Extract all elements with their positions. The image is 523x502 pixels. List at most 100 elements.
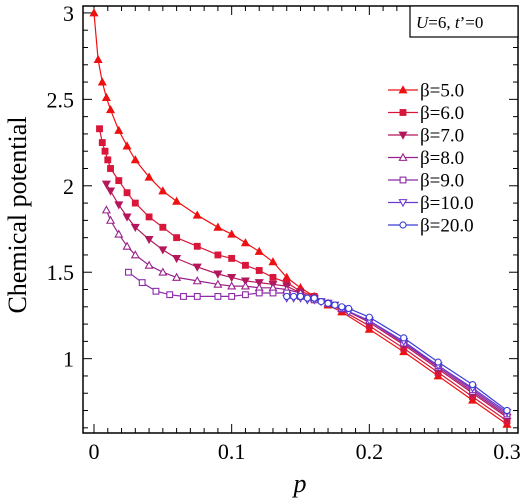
data-point xyxy=(104,156,112,164)
data-point xyxy=(180,292,187,300)
data-point xyxy=(98,139,106,147)
data-point xyxy=(214,292,222,300)
series xyxy=(283,292,511,415)
data-point xyxy=(89,8,99,17)
data-point xyxy=(192,210,202,219)
data-point xyxy=(101,180,111,189)
data-point xyxy=(331,301,339,309)
data-point xyxy=(115,177,123,185)
data-point xyxy=(398,152,408,161)
legend: β=5.0β=6.0β=7.0β=8.0β=9.0β=10.0β=20.0 xyxy=(388,81,474,237)
legend-entry: β=5.0 xyxy=(388,81,464,102)
legend-label: β=8.0 xyxy=(420,148,464,169)
data-point xyxy=(138,279,146,287)
data-point xyxy=(124,268,132,276)
data-point xyxy=(166,291,174,299)
annotation-u: U xyxy=(416,13,430,32)
data-point xyxy=(227,229,237,238)
data-point xyxy=(193,292,201,300)
data-point xyxy=(399,109,407,116)
annotation-box xyxy=(409,5,519,38)
data-point xyxy=(503,406,511,415)
data-point xyxy=(398,199,408,208)
y-tick-label: 1 xyxy=(63,347,74,372)
data-point xyxy=(214,251,222,259)
y-axis-title: Chemical potential xyxy=(3,116,32,313)
legend-entry: β=7.0 xyxy=(388,126,464,147)
data-point xyxy=(158,246,168,255)
legend-label: β=5.0 xyxy=(420,81,464,102)
data-point xyxy=(131,199,139,207)
x-tick-label: 0.1 xyxy=(218,439,246,464)
data-point xyxy=(130,250,140,259)
legend-label: β=10.0 xyxy=(420,193,474,214)
data-point xyxy=(114,125,124,134)
legend-label: β=7.0 xyxy=(420,126,464,147)
data-point xyxy=(255,267,263,274)
data-point xyxy=(122,241,132,250)
data-point xyxy=(324,299,332,307)
data-point xyxy=(296,292,305,301)
series-line xyxy=(105,209,508,417)
legend-label: β=6.0 xyxy=(420,103,464,124)
annotation-t-value: ’=0 xyxy=(460,13,484,32)
data-point xyxy=(172,254,182,264)
data-point xyxy=(105,215,116,224)
data-point xyxy=(122,213,132,222)
legend-label: β=9.0 xyxy=(420,171,464,192)
data-point xyxy=(173,234,181,242)
data-point xyxy=(468,380,477,389)
data-point xyxy=(228,254,236,262)
data-point xyxy=(213,270,223,279)
data-point xyxy=(105,104,116,114)
data-point xyxy=(93,54,103,64)
legend-entry: β=8.0 xyxy=(388,148,464,169)
y-tick-label: 2 xyxy=(63,174,74,199)
x-tick-label: 0.3 xyxy=(493,439,521,464)
data-point xyxy=(283,292,291,301)
data-point xyxy=(144,172,154,181)
x-tick-label: 0.2 xyxy=(356,439,384,464)
data-point xyxy=(365,313,373,321)
annotation-t: t xyxy=(455,13,461,32)
data-point xyxy=(227,281,237,290)
data-point xyxy=(338,303,346,311)
data-point xyxy=(240,281,250,290)
annotation-text: U=6, t’=0 xyxy=(416,13,483,32)
annotation-u-value: =6, xyxy=(428,13,455,32)
data-point xyxy=(228,292,236,300)
data-point xyxy=(101,205,111,214)
data-point xyxy=(269,289,277,297)
series-layer xyxy=(89,8,512,428)
data-point xyxy=(213,222,223,231)
series xyxy=(124,268,511,418)
legend-entry: β=20.0 xyxy=(388,216,474,237)
data-point xyxy=(96,125,103,133)
data-point xyxy=(303,294,311,302)
legend-entry: β=9.0 xyxy=(388,171,464,192)
data-point xyxy=(144,260,154,269)
data-point xyxy=(114,201,124,210)
parameter-annotation: U=6, t’=0 xyxy=(409,5,519,38)
data-point xyxy=(317,298,325,306)
data-point xyxy=(193,242,201,250)
data-point xyxy=(144,235,154,245)
data-point xyxy=(398,85,408,94)
data-point xyxy=(192,276,202,285)
data-point xyxy=(101,147,109,155)
x-tick-label: 0 xyxy=(89,439,100,464)
data-point xyxy=(213,279,223,288)
x-axis-title: p xyxy=(292,469,307,498)
axis-ticks xyxy=(83,6,518,433)
data-point xyxy=(240,238,250,247)
data-point xyxy=(158,267,168,276)
data-point xyxy=(290,292,298,301)
data-point xyxy=(101,92,111,102)
data-point xyxy=(399,221,407,229)
y-tick-labels: 1 1.5 2 2.5 3 xyxy=(47,1,75,372)
data-point xyxy=(172,196,182,205)
data-point xyxy=(172,272,182,281)
data-point xyxy=(400,334,408,342)
series xyxy=(89,8,512,428)
